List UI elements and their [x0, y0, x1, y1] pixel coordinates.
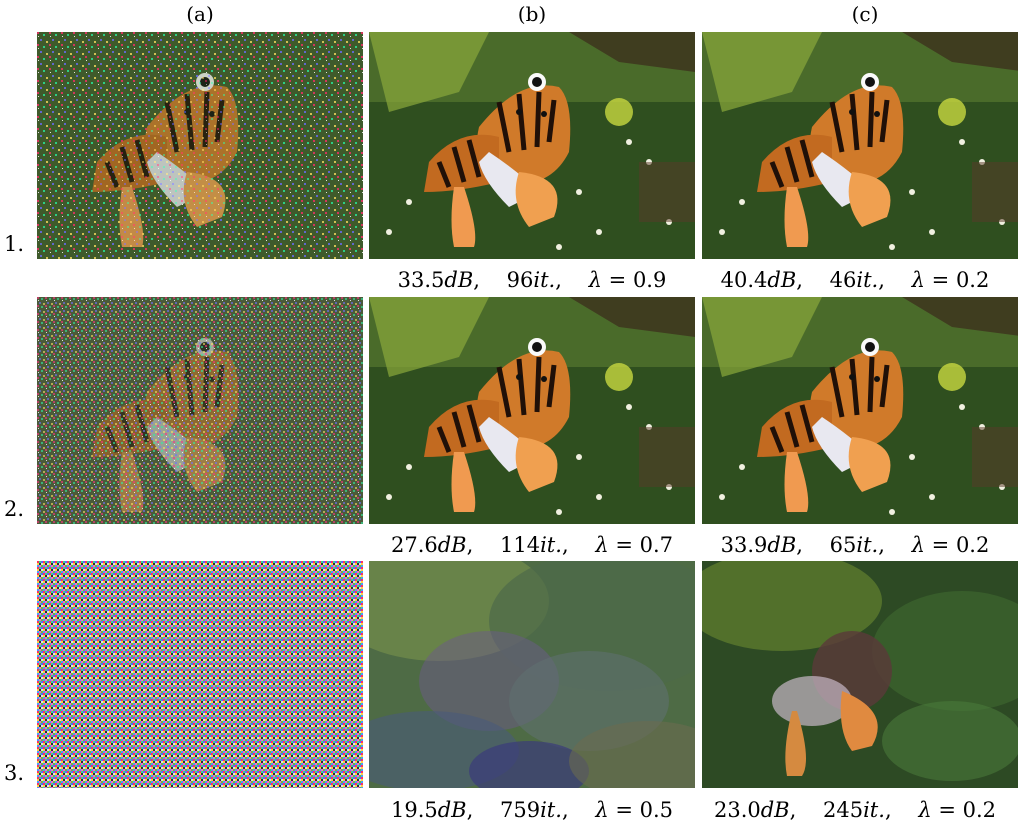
denoised-image-row2-c	[702, 297, 1018, 524]
caption-row3-c: 23.0dB, 245it., λ = 0.2	[713, 798, 997, 822]
denoised-image-row3-c	[702, 561, 1018, 788]
caption-row1-b: 33.5dB, 96it., λ = 0.9	[397, 268, 667, 292]
caption-row3-b: 19.5dB, 759it., λ = 0.5	[390, 798, 674, 822]
column-header-a: (a)	[186, 2, 214, 26]
denoised-image-row1-c	[702, 32, 1018, 259]
caption-row1-c: 40.4dB, 46it., λ = 0.2	[720, 268, 990, 292]
caption-row2-b: 27.6dB, 114it., λ = 0.7	[390, 533, 674, 557]
noisy-image-row3	[37, 561, 363, 788]
column-header-b: (b)	[517, 2, 547, 26]
denoised-image-row1-b	[369, 32, 695, 259]
row-label-2: 2.	[4, 497, 25, 521]
denoised-image-row2-b	[369, 297, 695, 524]
caption-row2-c: 33.9dB, 65it., λ = 0.2	[720, 533, 990, 557]
row-label-1: 1.	[4, 232, 25, 256]
denoised-image-row3-b	[369, 561, 695, 788]
noisy-image-row2	[37, 297, 363, 524]
row-label-3: 3.	[4, 761, 25, 785]
column-header-c: (c)	[851, 2, 879, 26]
noisy-image-row1	[37, 32, 363, 259]
